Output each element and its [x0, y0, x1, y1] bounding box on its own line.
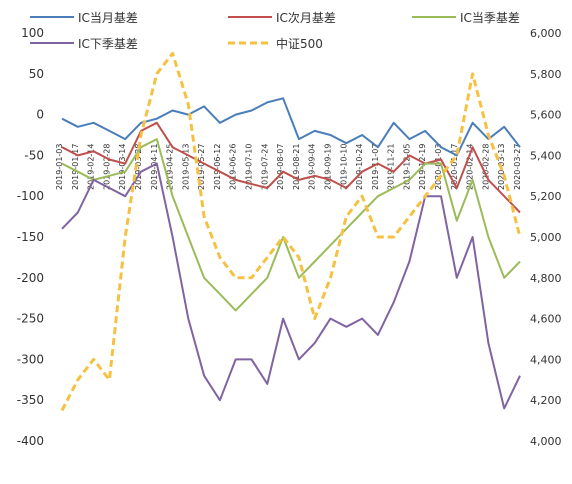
legend-label: IC下季基差 [78, 37, 138, 51]
right-tick-label: 4,400 [530, 353, 562, 366]
x-tick-label: 2019-12-05 [402, 144, 411, 191]
series-line-2 [61, 138, 521, 312]
x-tick-label: 2019-02-14 [87, 144, 96, 191]
x-tick-label: 2019-09-04 [308, 144, 317, 191]
right-tick-label: 5,600 [530, 109, 562, 122]
left-tick-label: -200 [17, 271, 44, 285]
x-tick-label: 2020-03-27 [513, 144, 522, 191]
left-tick-label: -250 [17, 312, 44, 326]
x-axis: 2019-01-03 2019-01-17 2019-02-14 2019-02-28… [55, 143, 522, 190]
x-tick-label: 2019-03-14 [118, 144, 127, 191]
x-tick-label: 2019-07-10 [245, 144, 254, 191]
right-tick-label: 4,600 [530, 313, 562, 326]
x-tick-label: 2019-10-24 [355, 144, 364, 191]
left-tick-label: -300 [17, 352, 44, 366]
x-tick-label: 2019-06-12 [213, 144, 222, 191]
left-tick-label: -400 [17, 434, 44, 448]
x-tick-label: 2019-04-11 [150, 144, 159, 191]
x-tick-label: 2019-02-28 [102, 144, 111, 191]
right-y-axis: 6,000 5,800 5,600 5,400 5,200 5,000 4,800 4,600… [530, 27, 562, 448]
left-tick-label: -150 [17, 230, 44, 244]
series-line-0 [61, 97, 521, 157]
right-tick-label: 4,200 [530, 394, 562, 407]
x-tick-label: 2020-02-14 [466, 143, 475, 190]
legend-label: IC当季基差 [460, 11, 520, 25]
x-tick-label: 2020-02-28 [481, 143, 490, 190]
left-tick-label: -350 [17, 393, 44, 407]
left-tick-label: -100 [17, 189, 44, 203]
left-y-axis: 100 50 0 -50 -100 -150 -200 -250 -300 -350 -400 [17, 26, 44, 448]
legend-label: 中证500 [276, 36, 323, 51]
plot-lines [60, 51, 522, 412]
x-tick-label: 2019-05-27 [197, 144, 206, 191]
x-tick-label: 2019-11-21 [387, 144, 396, 191]
x-tick-label: 2019-07-24 [260, 144, 269, 191]
legend: IC当月基差 IC次月基差 IC当季基差 IC下季基差 中证500 [30, 11, 520, 51]
right-tick-label: 4,000 [530, 435, 562, 448]
x-tick-label: 2019-09-19 [323, 144, 332, 191]
right-tick-label: 5,800 [530, 68, 562, 81]
right-tick-label: 4,800 [530, 272, 562, 285]
x-tick-label: 2019-06-26 [229, 144, 238, 190]
x-tick-label: 2019-05-13 [181, 144, 190, 191]
x-tick-label: 2020-01-03 [434, 144, 443, 191]
right-tick-label: 5,200 [530, 190, 562, 203]
x-tick-label: 2019-11-07 [371, 144, 380, 191]
right-tick-label: 5,000 [530, 231, 562, 244]
left-tick-label: 50 [29, 67, 44, 81]
x-tick-label: 2020-01-17 [450, 144, 459, 191]
series-line-3 [61, 162, 521, 410]
series-line-1 [61, 121, 521, 214]
left-tick-label: -50 [24, 148, 44, 162]
x-tick-label: 2019-03-28 [134, 144, 143, 191]
legend-label: IC当月基差 [78, 11, 138, 25]
x-tick-label: 2019-04-25 [166, 144, 175, 191]
x-tick-label: 2019-08-21 [292, 144, 301, 191]
x-tick-label: 2019-08-07 [276, 144, 285, 191]
right-tick-label: 5,400 [530, 149, 562, 162]
left-tick-label: 0 [36, 108, 44, 122]
x-tick-label: 2019-10-10 [339, 144, 348, 191]
series-line-4 [60, 51, 522, 412]
x-tick-label: 2019-01-17 [71, 144, 80, 191]
x-tick-label: 2019-01-03 [55, 144, 64, 191]
left-tick-label: 100 [21, 26, 44, 40]
legend-label: IC次月基差 [276, 11, 336, 25]
right-tick-label: 6,000 [530, 27, 562, 40]
